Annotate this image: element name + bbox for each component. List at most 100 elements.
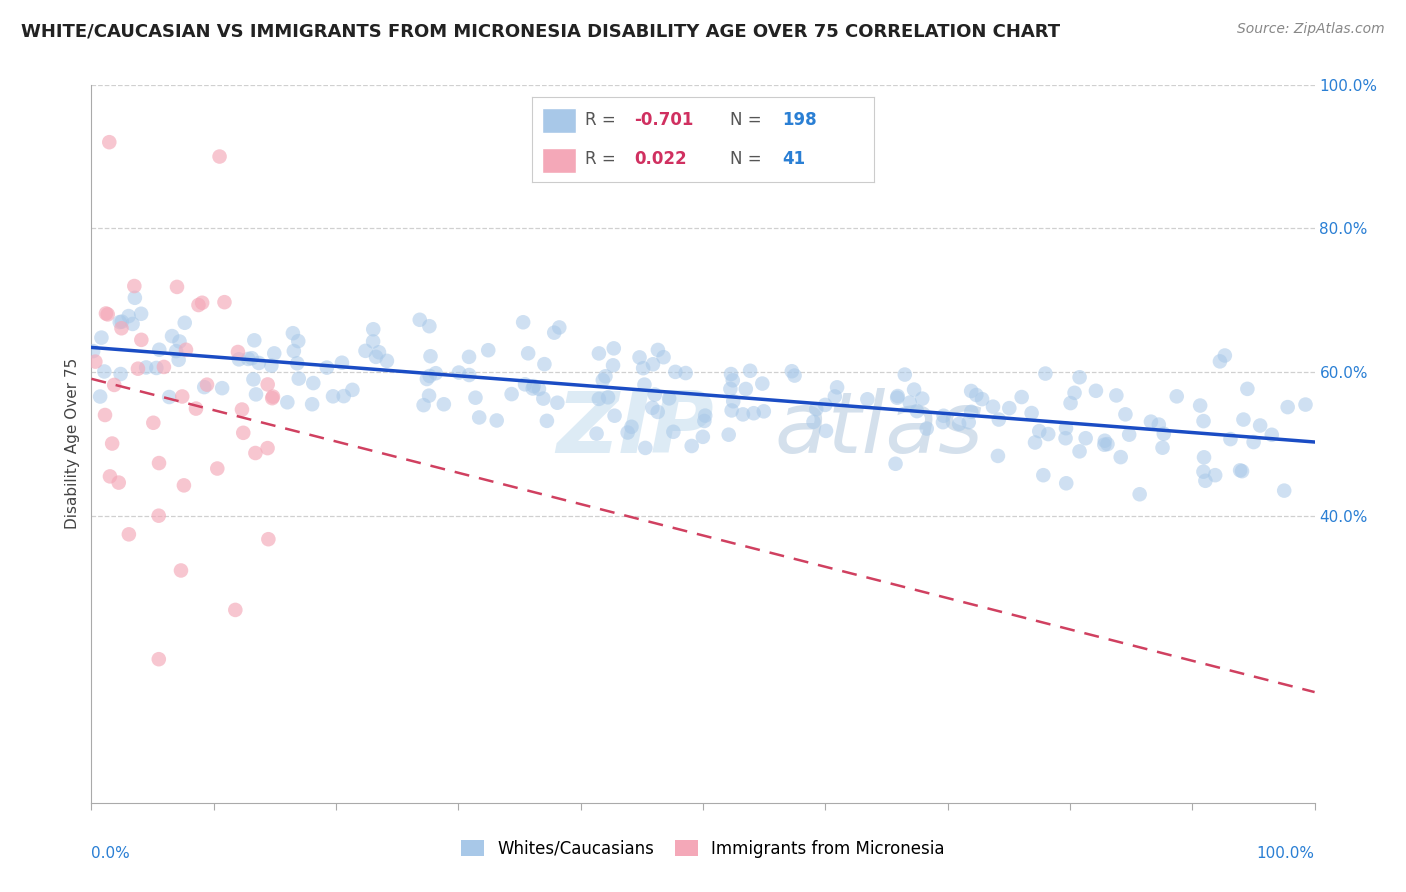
Point xyxy=(981,400,1004,414)
Point xyxy=(477,343,499,358)
Point xyxy=(153,359,176,374)
Text: 100.0%: 100.0% xyxy=(1257,846,1315,861)
Point xyxy=(485,413,508,427)
Point xyxy=(332,389,354,403)
Point xyxy=(531,392,554,406)
Point xyxy=(543,326,565,340)
Point xyxy=(208,149,231,163)
Point xyxy=(1272,483,1295,498)
Point xyxy=(283,344,305,359)
Point xyxy=(256,441,278,455)
Point xyxy=(1114,408,1136,422)
Point xyxy=(1054,431,1077,445)
Point xyxy=(752,404,775,418)
Point xyxy=(634,441,657,455)
Point xyxy=(172,389,194,403)
Point xyxy=(588,346,610,360)
Point xyxy=(783,368,806,383)
Point xyxy=(231,402,253,417)
Point xyxy=(1032,468,1054,483)
Point xyxy=(124,279,146,293)
Point xyxy=(695,409,717,423)
Point xyxy=(585,426,607,441)
Point xyxy=(416,372,439,386)
Point xyxy=(214,295,236,310)
Point xyxy=(987,449,1010,463)
Point xyxy=(167,352,190,367)
Point xyxy=(129,307,152,321)
Point xyxy=(1249,418,1271,433)
Point xyxy=(1261,427,1284,442)
Point xyxy=(595,369,617,384)
Point xyxy=(226,345,249,359)
Point xyxy=(84,354,107,368)
Point xyxy=(82,344,104,359)
Point xyxy=(1192,465,1215,479)
Point xyxy=(257,532,280,546)
Point xyxy=(195,377,218,392)
Point xyxy=(236,351,259,366)
Point xyxy=(720,367,742,381)
Point xyxy=(1194,474,1216,488)
Point xyxy=(173,478,195,492)
Legend: Whites/Caucasians, Immigrants from Micronesia: Whites/Caucasians, Immigrants from Micro… xyxy=(456,835,950,863)
Point xyxy=(243,334,266,348)
Point xyxy=(898,395,921,409)
Point xyxy=(245,387,267,401)
Point xyxy=(361,334,384,349)
Point xyxy=(1230,464,1253,478)
Point xyxy=(1189,399,1212,413)
Point xyxy=(1153,426,1175,441)
Point xyxy=(631,361,654,376)
Point xyxy=(260,359,283,373)
Point xyxy=(242,372,264,386)
Point xyxy=(108,315,131,329)
Point xyxy=(330,356,353,370)
Point xyxy=(117,309,139,323)
Point xyxy=(174,343,197,357)
Point xyxy=(245,446,267,460)
Point xyxy=(263,346,285,360)
Point xyxy=(110,321,132,335)
Point xyxy=(1094,434,1116,448)
Point xyxy=(107,475,129,490)
Point xyxy=(191,295,214,310)
Point xyxy=(89,390,111,404)
Point xyxy=(644,387,666,401)
Point xyxy=(111,315,134,329)
Point xyxy=(173,316,195,330)
Point xyxy=(224,603,246,617)
Point xyxy=(281,326,304,341)
Text: 0.0%: 0.0% xyxy=(91,846,131,861)
Point xyxy=(965,388,987,402)
Text: ZIP: ZIP xyxy=(557,388,714,471)
Point xyxy=(641,357,664,371)
Point xyxy=(458,368,481,382)
Point xyxy=(207,461,229,475)
Point xyxy=(1209,354,1232,368)
Point xyxy=(824,389,846,403)
Point xyxy=(527,382,550,396)
Point xyxy=(647,343,669,357)
Point xyxy=(1069,444,1091,458)
Point xyxy=(603,409,626,423)
Point xyxy=(93,364,115,378)
Point xyxy=(522,382,544,396)
Point xyxy=(1021,406,1043,420)
Point xyxy=(98,135,121,149)
Point xyxy=(101,436,124,450)
Point xyxy=(1147,417,1170,432)
Point xyxy=(148,652,170,666)
Point xyxy=(94,306,117,320)
Point xyxy=(533,357,555,371)
Point xyxy=(342,383,364,397)
Point xyxy=(1024,435,1046,450)
Point xyxy=(118,527,141,541)
Point xyxy=(501,387,523,401)
Point xyxy=(932,409,955,423)
Point xyxy=(1118,427,1140,442)
Point xyxy=(184,401,207,416)
Point xyxy=(1166,389,1188,403)
Point xyxy=(361,322,384,336)
Y-axis label: Disability Age Over 75: Disability Age Over 75 xyxy=(65,359,80,529)
